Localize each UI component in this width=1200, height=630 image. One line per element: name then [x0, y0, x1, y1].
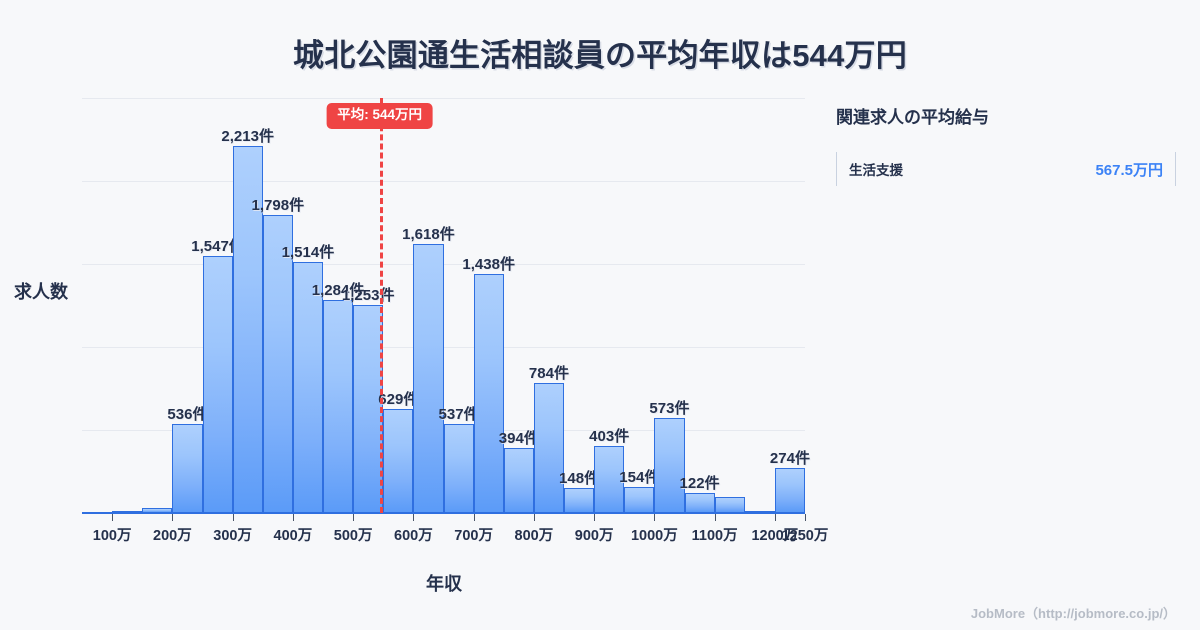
bar-value-label: 122件: [679, 474, 720, 492]
x-tick-mark: [413, 514, 415, 521]
bar[interactable]: [533, 382, 564, 513]
x-tick-label: 400万: [273, 528, 313, 544]
bar-value-label: 1,798件: [251, 196, 305, 214]
bar[interactable]: [503, 447, 534, 513]
bar-value-label: 784件: [528, 364, 569, 382]
related-salary-heading: 関連求人の平均給与: [836, 108, 989, 127]
bar-value-label: 1,438件: [462, 256, 515, 274]
bar[interactable]: [262, 214, 293, 513]
x-tick-mark: [172, 514, 174, 521]
x-tick-label: 1000万: [630, 528, 678, 544]
gridline: [82, 347, 805, 348]
bar-value-label: 154件: [619, 469, 660, 487]
bar[interactable]: [624, 487, 655, 513]
x-tick-mark: [112, 514, 114, 521]
bar[interactable]: [232, 145, 263, 513]
x-axis-title: 年収: [426, 574, 462, 594]
bar[interactable]: [202, 256, 233, 513]
x-tick-mark: [292, 514, 294, 521]
x-tick-mark: [774, 514, 776, 521]
bar-value-label: 537件: [438, 405, 479, 423]
bar-value-label: 274件: [769, 449, 810, 467]
x-tick-mark: [654, 514, 656, 521]
bar-value-label: 148件: [559, 470, 600, 488]
x-tick-mark: [353, 514, 355, 521]
gridline: [82, 98, 805, 99]
bar[interactable]: [413, 244, 444, 513]
x-tick-mark: [805, 514, 806, 521]
bar-value-label: 1,284件: [311, 281, 365, 299]
bar[interactable]: [473, 274, 504, 513]
x-tick-label: 700万: [454, 528, 493, 544]
bar[interactable]: [292, 261, 323, 513]
x-tick-label: 100万: [92, 528, 132, 544]
bar[interactable]: [323, 299, 354, 513]
x-tick-label: 800万: [514, 528, 554, 544]
bar-value-label: 1,618件: [402, 226, 455, 244]
bar[interactable]: [684, 492, 715, 513]
bar-value-label: 629件: [378, 390, 419, 408]
bar-value-label: 536件: [167, 406, 208, 424]
footer-watermark: JobMore（http://jobmore.co.jp/）: [970, 606, 1176, 621]
gridline: [82, 181, 805, 182]
x-tick-mark: [232, 514, 234, 521]
x-tick-label: 300万: [213, 528, 252, 544]
bar[interactable]: [443, 423, 474, 513]
gridline: [82, 264, 805, 265]
bar-value-label: 1,514件: [281, 243, 335, 261]
bar[interactable]: [714, 497, 745, 513]
related-salary-row-label: 生活支援: [849, 163, 903, 178]
average-line: [379, 98, 383, 513]
related-salary-panel: 関連求人の平均給与 生活支援 567.5万円: [836, 103, 1176, 186]
related-salary-row: 生活支援 567.5万円: [836, 152, 1176, 186]
x-tick-label: 500万: [333, 528, 373, 544]
bar[interactable]: [353, 305, 384, 513]
bars-layer: 536件 1,547件 2,213件 1,798件 1,514件 1,284件 1,253件…: [82, 98, 810, 513]
bar[interactable]: [654, 417, 685, 513]
related-salary-rows: 生活支援 567.5万円: [836, 152, 1176, 186]
bar[interactable]: [383, 408, 414, 513]
bar-value-label: 1,253件: [341, 287, 395, 304]
x-tick-label: 900万: [574, 528, 614, 544]
bar-value-label: 403件: [589, 428, 630, 446]
bar-value-label: 394件: [498, 429, 539, 447]
bar[interactable]: [774, 467, 805, 513]
bar-value-label: 1,547件: [191, 238, 244, 256]
x-tick-mark: [714, 514, 716, 521]
bar[interactable]: [172, 424, 203, 513]
bar-value-label: 2,213件: [221, 127, 274, 145]
x-tick-label: 1100万: [691, 528, 738, 544]
x-tick-label: 1200万: [751, 528, 799, 544]
x-tick-label: 600万: [394, 528, 433, 544]
average-badge: 平均: 544万円: [326, 103, 434, 129]
x-axis-baseline: [82, 512, 805, 514]
x-tick-mark: [473, 514, 475, 521]
x-tick-label: 1250万: [781, 528, 829, 544]
bar[interactable]: [564, 488, 595, 513]
x-tick-label: 200万: [153, 528, 192, 544]
related-salary-row-value: 567.5万円: [1095, 161, 1163, 179]
bar-value-label: 573件: [649, 399, 690, 417]
y-axis-title: 求人数: [14, 282, 68, 302]
x-tick-mark: [533, 514, 535, 521]
page-title: 城北公園通生活相談員の平均年収は544万円: [293, 38, 907, 73]
x-tick-mark: [594, 514, 596, 521]
